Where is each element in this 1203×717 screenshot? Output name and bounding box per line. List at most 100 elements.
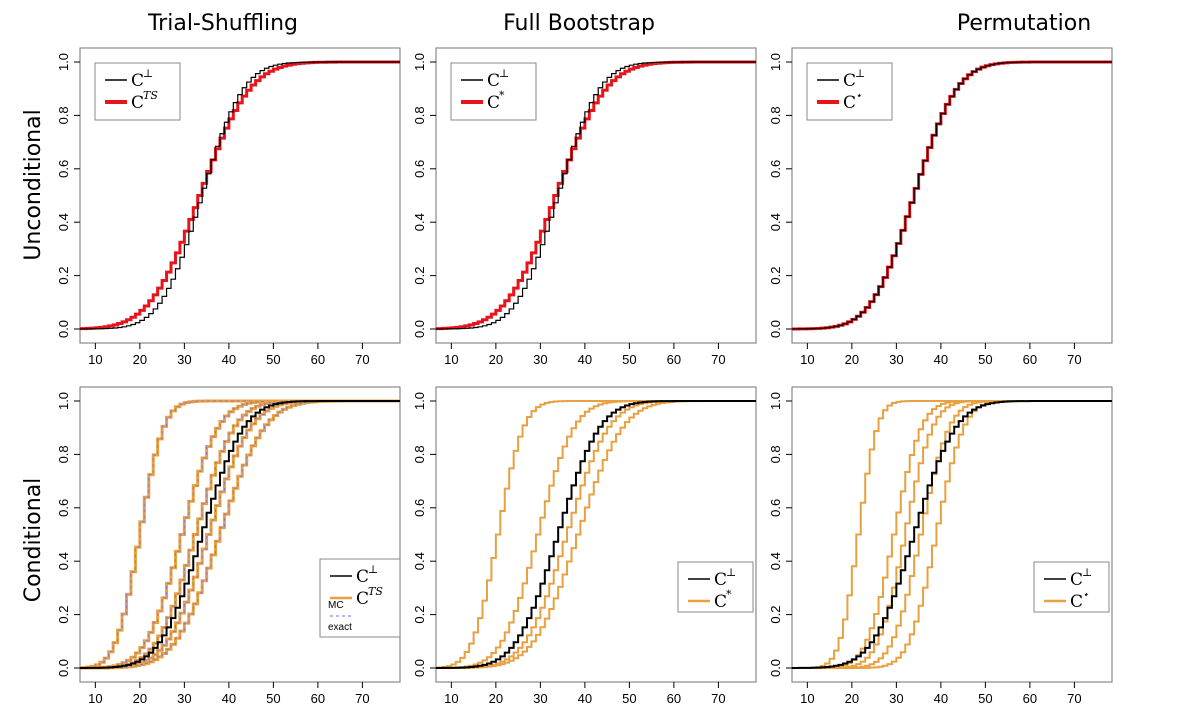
series-line-orange (792, 400, 1112, 669)
legend-sup: * (726, 588, 732, 601)
y-tick-label: 0.0 (768, 659, 783, 677)
legend-label: C (714, 570, 727, 590)
x-tick-label: 50 (978, 352, 992, 367)
y-tick-label: 0.4 (768, 213, 783, 231)
legend-label: C (843, 93, 856, 113)
legend-label: C (487, 93, 500, 113)
x-tick-label: 30 (177, 691, 191, 706)
y-tick-label: 0.2 (56, 606, 71, 624)
x-tick-label: 30 (889, 352, 903, 367)
legend: C⊥C⋆ (1033, 561, 1110, 613)
panel-2: 10 20 30 40 50 60 700.00.20.40.60.81.0C⊥C⋆ (768, 47, 1113, 367)
legend: C⊥C⋆ (806, 62, 893, 121)
series-line-black (436, 400, 756, 669)
row-title-0: Unconditional (21, 109, 46, 260)
x-tick-label: 20 (489, 352, 503, 367)
y-tick-label: 0.6 (412, 499, 427, 517)
y-tick-label: 0.8 (412, 106, 427, 124)
legend-label: C (356, 567, 369, 587)
x-tick-label: 60 (1023, 691, 1037, 706)
legend-tag: MC (328, 600, 344, 611)
x-tick-label: 50 (978, 691, 992, 706)
y-tick-label: 0.6 (412, 160, 427, 178)
x-tick-label: 60 (311, 352, 325, 367)
y-tick-label: 0.4 (412, 213, 427, 231)
y-tick-label: 0.6 (56, 160, 71, 178)
x-tick-label: 50 (622, 352, 636, 367)
y-tick-label: 0.8 (768, 106, 783, 124)
x-tick-label: 60 (667, 352, 681, 367)
series-line-orange (792, 400, 1112, 669)
y-tick-label: 0.2 (412, 267, 427, 285)
legend-label: C (487, 71, 500, 91)
y-tick-label: 0.8 (56, 445, 71, 463)
column-title-0: Trial-Shuffling (147, 11, 298, 36)
legend-box (677, 561, 754, 613)
legend-label: C (131, 93, 144, 113)
y-tick-label: 0.0 (56, 320, 71, 338)
y-tick-label: 0.8 (768, 445, 783, 463)
y-tick-label: 0.4 (768, 552, 783, 570)
plot-frame (435, 47, 757, 344)
column-title-2: Permutation (957, 11, 1091, 36)
x-tick-label: 70 (1067, 691, 1081, 706)
plot-frame (435, 386, 757, 683)
y-tick-label: 1.0 (768, 53, 783, 71)
y-tick-label: 0.0 (56, 659, 71, 677)
x-tick-label: 40 (222, 691, 236, 706)
x-tick-label: 20 (133, 691, 147, 706)
legend-tag: exact (328, 622, 352, 633)
legend-sup: ⊥ (368, 563, 378, 576)
x-tick-label: 40 (934, 691, 948, 706)
series-line-orange (792, 400, 1112, 669)
x-tick-label: 30 (533, 691, 547, 706)
plot-frame (79, 47, 401, 344)
y-tick-label: 0.2 (56, 267, 71, 285)
legend-box (1033, 561, 1110, 613)
x-tick-label: 30 (533, 352, 547, 367)
series-line-black (80, 61, 400, 330)
x-tick-label: 40 (578, 691, 592, 706)
legend-sup: ⊥ (726, 566, 736, 579)
y-tick-label: 0.8 (412, 445, 427, 463)
y-tick-label: 0.2 (768, 267, 783, 285)
y-tick-label: 1.0 (56, 392, 71, 410)
y-tick-label: 0.2 (768, 606, 783, 624)
x-tick-label: 60 (1023, 352, 1037, 367)
legend-box (94, 62, 181, 121)
series-line-orange (792, 400, 1112, 669)
x-tick-label: 10 (800, 691, 814, 706)
x-tick-label: 20 (133, 352, 147, 367)
legend-sup: ⋆ (1082, 588, 1089, 601)
y-tick-label: 1.0 (412, 392, 427, 410)
x-tick-label: 10 (800, 352, 814, 367)
y-tick-label: 0.6 (768, 499, 783, 517)
y-tick-label: 1.0 (56, 53, 71, 71)
x-tick-label: 10 (444, 691, 458, 706)
legend-label: C (714, 592, 727, 612)
series-line-exact (80, 400, 400, 669)
x-tick-label: 20 (489, 691, 503, 706)
y-tick-label: 0.4 (56, 213, 71, 231)
column-title-1: Full Bootstrap (503, 11, 655, 36)
row-title-1: Conditional (21, 478, 46, 603)
legend-label: C (843, 71, 856, 91)
legend-sup: TS (368, 585, 383, 598)
x-tick-label: 50 (266, 691, 280, 706)
panel-5: 10 20 30 40 50 60 700.00.20.40.60.81.0C⊥C⋆ (768, 386, 1113, 706)
panel-4: 10 20 30 40 50 60 700.00.20.40.60.81.0C⊥C* (412, 386, 757, 706)
x-tick-label: 30 (889, 691, 903, 706)
plot-frame (791, 386, 1113, 683)
x-tick-label: 70 (711, 352, 725, 367)
x-tick-label: 40 (222, 352, 236, 367)
legend-sup: ⊥ (499, 67, 509, 80)
x-tick-label: 60 (667, 691, 681, 706)
plot-frame (79, 386, 401, 683)
legend-label: C (1070, 570, 1083, 590)
x-tick-label: 10 (88, 352, 102, 367)
y-tick-label: 0.4 (56, 552, 71, 570)
series-line-black (80, 400, 400, 669)
series-line-black (792, 61, 1112, 330)
